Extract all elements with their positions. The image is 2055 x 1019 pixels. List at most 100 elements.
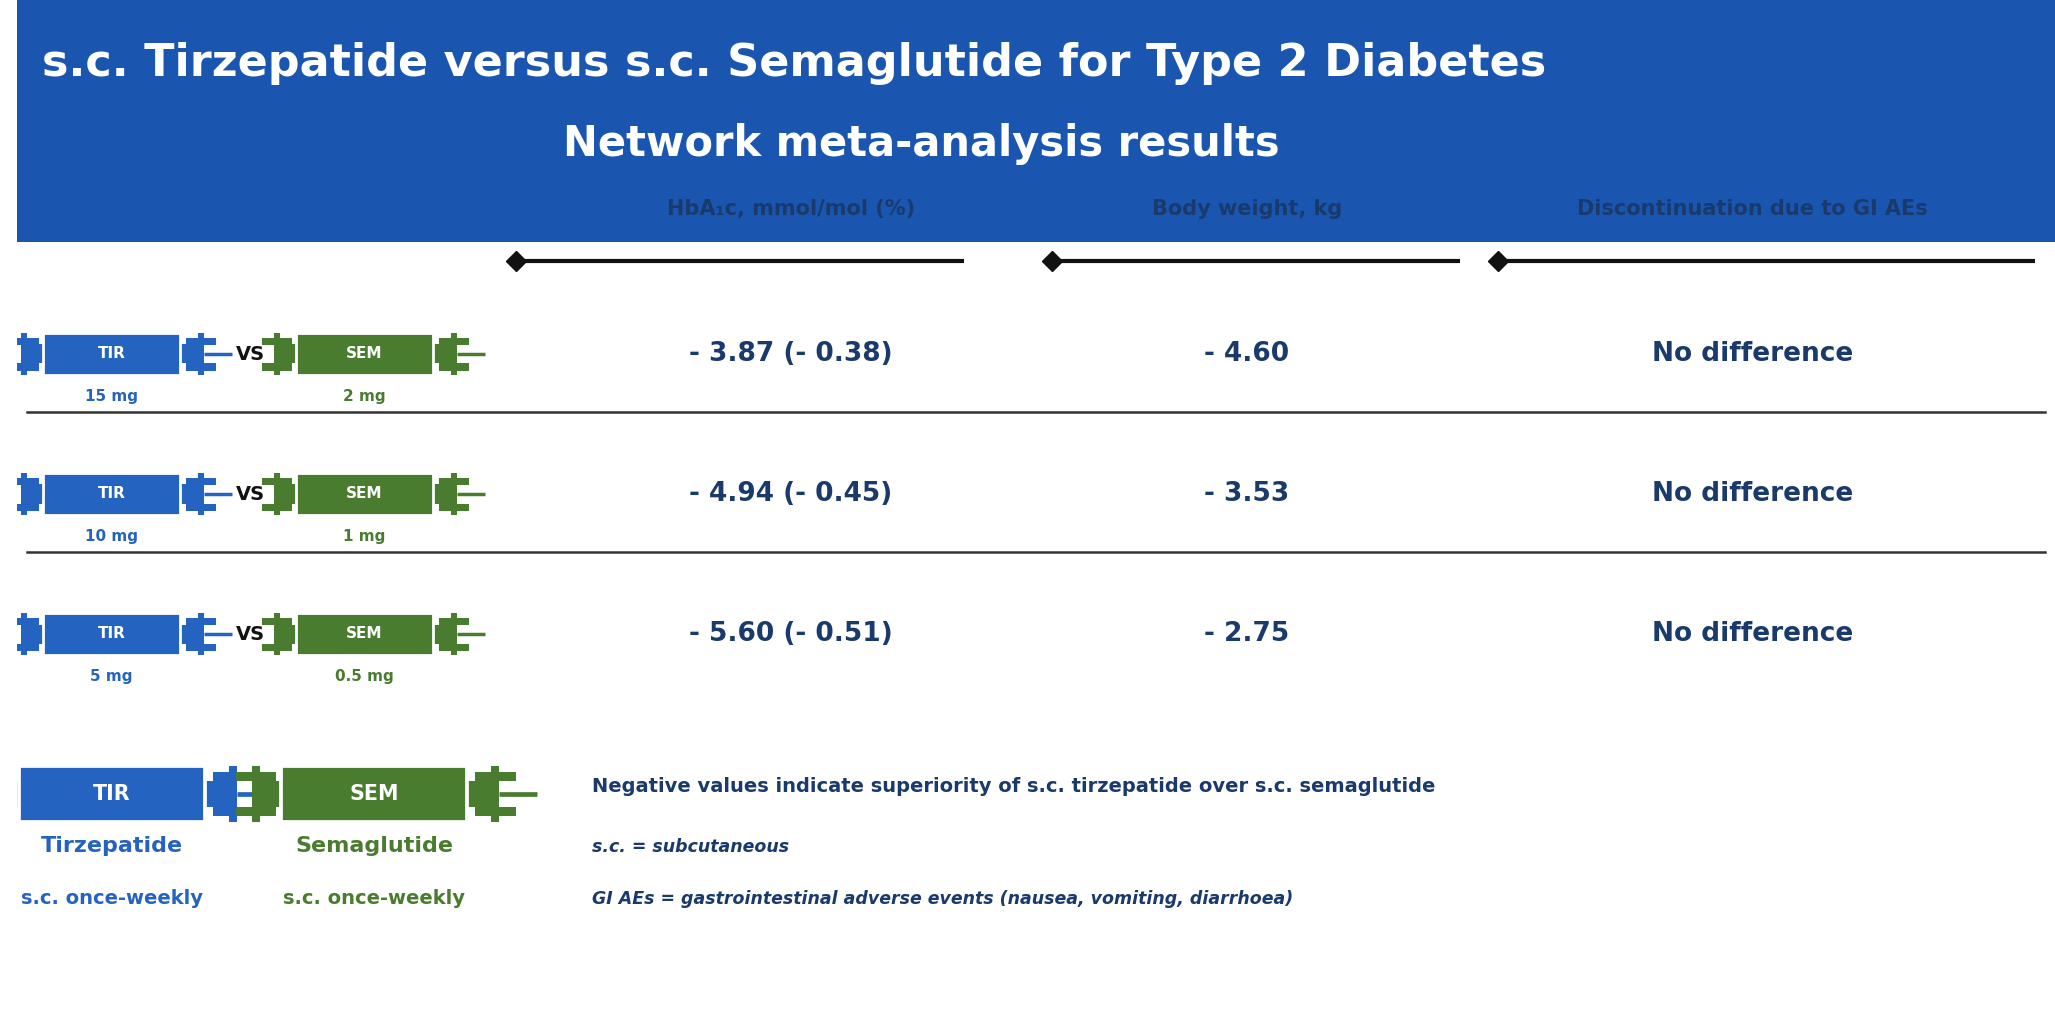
FancyBboxPatch shape bbox=[187, 364, 216, 371]
FancyBboxPatch shape bbox=[199, 613, 203, 655]
Text: VS: VS bbox=[236, 344, 265, 364]
FancyBboxPatch shape bbox=[432, 484, 452, 503]
Text: - 3.53: - 3.53 bbox=[1204, 481, 1291, 507]
FancyBboxPatch shape bbox=[259, 782, 284, 807]
FancyBboxPatch shape bbox=[199, 473, 203, 515]
FancyBboxPatch shape bbox=[0, 0, 2055, 242]
FancyBboxPatch shape bbox=[261, 644, 292, 650]
FancyBboxPatch shape bbox=[8, 478, 39, 484]
FancyBboxPatch shape bbox=[187, 337, 216, 344]
FancyBboxPatch shape bbox=[27, 344, 45, 364]
FancyBboxPatch shape bbox=[8, 644, 39, 650]
Text: Negative values indicate superiority of s.c. tirzepatide over s.c. semaglutide: Negative values indicate superiority of … bbox=[592, 777, 1436, 797]
FancyBboxPatch shape bbox=[179, 484, 199, 503]
FancyBboxPatch shape bbox=[45, 615, 179, 653]
FancyBboxPatch shape bbox=[21, 473, 27, 515]
FancyBboxPatch shape bbox=[261, 364, 292, 371]
Text: s.c. once-weekly: s.c. once-weekly bbox=[21, 889, 203, 908]
FancyBboxPatch shape bbox=[284, 768, 464, 819]
Text: 5 mg: 5 mg bbox=[90, 669, 134, 684]
Text: Semaglutide: Semaglutide bbox=[296, 836, 454, 856]
Text: HbA₁c, mmol/mol (%): HbA₁c, mmol/mol (%) bbox=[666, 199, 914, 219]
Text: - 5.60 (- 0.51): - 5.60 (- 0.51) bbox=[688, 621, 892, 647]
Text: 10 mg: 10 mg bbox=[84, 529, 138, 544]
FancyBboxPatch shape bbox=[452, 613, 456, 655]
Text: No difference: No difference bbox=[1652, 621, 1854, 647]
FancyBboxPatch shape bbox=[199, 333, 203, 375]
FancyBboxPatch shape bbox=[261, 478, 292, 484]
FancyBboxPatch shape bbox=[475, 771, 516, 782]
FancyBboxPatch shape bbox=[273, 333, 279, 375]
Text: 15 mg: 15 mg bbox=[84, 389, 138, 404]
FancyBboxPatch shape bbox=[440, 503, 469, 511]
FancyBboxPatch shape bbox=[8, 503, 39, 511]
FancyBboxPatch shape bbox=[187, 618, 216, 625]
FancyBboxPatch shape bbox=[179, 344, 199, 364]
Text: VS: VS bbox=[236, 484, 265, 503]
Text: VS: VS bbox=[236, 625, 265, 644]
FancyBboxPatch shape bbox=[27, 484, 45, 503]
Text: TIR: TIR bbox=[99, 346, 125, 362]
FancyBboxPatch shape bbox=[261, 337, 292, 344]
FancyBboxPatch shape bbox=[440, 364, 469, 371]
FancyBboxPatch shape bbox=[298, 475, 432, 513]
FancyBboxPatch shape bbox=[440, 618, 469, 625]
FancyBboxPatch shape bbox=[432, 625, 452, 644]
FancyBboxPatch shape bbox=[21, 613, 27, 655]
Text: SEM: SEM bbox=[345, 627, 382, 642]
FancyBboxPatch shape bbox=[475, 807, 516, 816]
FancyBboxPatch shape bbox=[201, 782, 228, 807]
FancyBboxPatch shape bbox=[464, 782, 491, 807]
Text: GI AEs = gastrointestinal adverse events (nausea, vomiting, diarrhoea): GI AEs = gastrointestinal adverse events… bbox=[592, 890, 1295, 908]
Text: SEM: SEM bbox=[345, 346, 382, 362]
Text: 2 mg: 2 mg bbox=[343, 389, 386, 404]
Text: Body weight, kg: Body weight, kg bbox=[1151, 199, 1342, 219]
FancyBboxPatch shape bbox=[440, 644, 469, 650]
FancyBboxPatch shape bbox=[273, 473, 279, 515]
Text: TIR: TIR bbox=[99, 627, 125, 642]
FancyBboxPatch shape bbox=[279, 344, 298, 364]
FancyBboxPatch shape bbox=[491, 766, 499, 822]
FancyBboxPatch shape bbox=[212, 771, 253, 782]
FancyBboxPatch shape bbox=[187, 503, 216, 511]
FancyBboxPatch shape bbox=[0, 807, 12, 816]
FancyBboxPatch shape bbox=[179, 625, 199, 644]
FancyBboxPatch shape bbox=[432, 344, 452, 364]
FancyBboxPatch shape bbox=[440, 337, 469, 344]
FancyBboxPatch shape bbox=[440, 478, 469, 484]
FancyBboxPatch shape bbox=[273, 613, 279, 655]
Text: Discontinuation due to GI AEs: Discontinuation due to GI AEs bbox=[1576, 199, 1928, 219]
Text: s.c. once-weekly: s.c. once-weekly bbox=[284, 889, 464, 908]
Text: - 3.87 (- 0.38): - 3.87 (- 0.38) bbox=[688, 341, 892, 367]
FancyBboxPatch shape bbox=[187, 478, 216, 484]
FancyBboxPatch shape bbox=[212, 807, 253, 816]
FancyBboxPatch shape bbox=[261, 503, 292, 511]
FancyBboxPatch shape bbox=[45, 475, 179, 513]
Text: 1 mg: 1 mg bbox=[343, 529, 386, 544]
FancyBboxPatch shape bbox=[45, 335, 179, 373]
FancyBboxPatch shape bbox=[236, 807, 275, 816]
FancyBboxPatch shape bbox=[0, 782, 21, 807]
FancyBboxPatch shape bbox=[279, 484, 298, 503]
FancyBboxPatch shape bbox=[452, 473, 456, 515]
Text: s.c. Tirzepatide versus s.c. Semaglutide for Type 2 Diabetes: s.c. Tirzepatide versus s.c. Semaglutide… bbox=[43, 43, 1547, 86]
FancyBboxPatch shape bbox=[21, 768, 201, 819]
Text: - 4.94 (- 0.45): - 4.94 (- 0.45) bbox=[688, 481, 892, 507]
Text: 0.5 mg: 0.5 mg bbox=[335, 669, 395, 684]
FancyBboxPatch shape bbox=[8, 364, 39, 371]
Text: No difference: No difference bbox=[1652, 481, 1854, 507]
Text: No difference: No difference bbox=[1652, 341, 1854, 367]
Text: TIR: TIR bbox=[92, 784, 129, 804]
FancyBboxPatch shape bbox=[452, 333, 456, 375]
Text: Network meta-analysis results: Network meta-analysis results bbox=[563, 123, 1280, 165]
FancyBboxPatch shape bbox=[253, 766, 259, 822]
FancyBboxPatch shape bbox=[27, 625, 45, 644]
Text: SEM: SEM bbox=[349, 784, 399, 804]
Text: - 4.60: - 4.60 bbox=[1204, 341, 1288, 367]
Text: SEM: SEM bbox=[345, 486, 382, 501]
FancyBboxPatch shape bbox=[187, 644, 216, 650]
Text: s.c. = subcutaneous: s.c. = subcutaneous bbox=[592, 838, 789, 856]
Text: Tirzepatide: Tirzepatide bbox=[41, 836, 183, 856]
Text: TIR: TIR bbox=[99, 486, 125, 501]
FancyBboxPatch shape bbox=[8, 618, 39, 625]
